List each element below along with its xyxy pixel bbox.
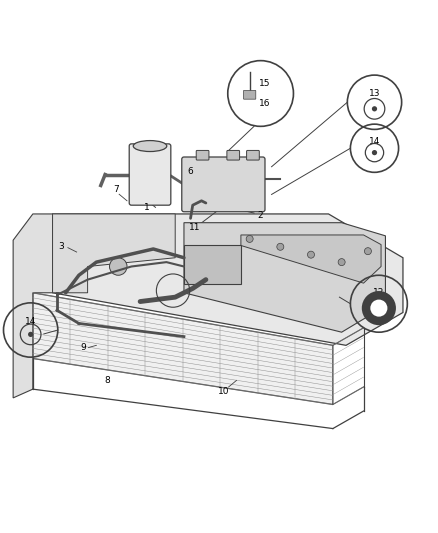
Circle shape xyxy=(307,251,314,258)
Polygon shape xyxy=(33,293,333,405)
Text: 3: 3 xyxy=(58,243,64,251)
Circle shape xyxy=(362,291,396,325)
Text: 14: 14 xyxy=(25,317,36,326)
Text: 11: 11 xyxy=(189,223,201,232)
Circle shape xyxy=(338,259,345,265)
Polygon shape xyxy=(184,223,385,332)
Circle shape xyxy=(28,332,33,337)
FancyBboxPatch shape xyxy=(247,150,259,160)
Text: 8: 8 xyxy=(104,376,110,385)
Circle shape xyxy=(277,243,284,251)
Circle shape xyxy=(372,150,377,155)
Polygon shape xyxy=(184,246,241,284)
Polygon shape xyxy=(241,235,381,283)
FancyBboxPatch shape xyxy=(182,157,265,212)
Text: 10: 10 xyxy=(218,387,229,396)
Circle shape xyxy=(110,258,127,275)
Polygon shape xyxy=(53,214,403,345)
Text: 6: 6 xyxy=(187,167,194,176)
Text: 7: 7 xyxy=(113,185,119,195)
Circle shape xyxy=(364,248,371,255)
Text: 2: 2 xyxy=(258,211,263,220)
Text: 9: 9 xyxy=(80,343,86,352)
Circle shape xyxy=(372,106,377,111)
Text: 15: 15 xyxy=(259,79,271,88)
Text: 12: 12 xyxy=(373,288,385,297)
Ellipse shape xyxy=(133,141,167,151)
FancyBboxPatch shape xyxy=(244,91,256,99)
FancyBboxPatch shape xyxy=(227,150,240,160)
Text: 16: 16 xyxy=(259,99,271,108)
Polygon shape xyxy=(13,214,53,398)
Circle shape xyxy=(370,300,387,317)
Text: 14: 14 xyxy=(369,137,380,146)
Text: 1: 1 xyxy=(144,203,150,212)
Text: 13: 13 xyxy=(369,89,380,98)
FancyBboxPatch shape xyxy=(196,150,209,160)
Polygon shape xyxy=(53,214,175,293)
FancyBboxPatch shape xyxy=(129,144,171,205)
Circle shape xyxy=(246,236,253,243)
